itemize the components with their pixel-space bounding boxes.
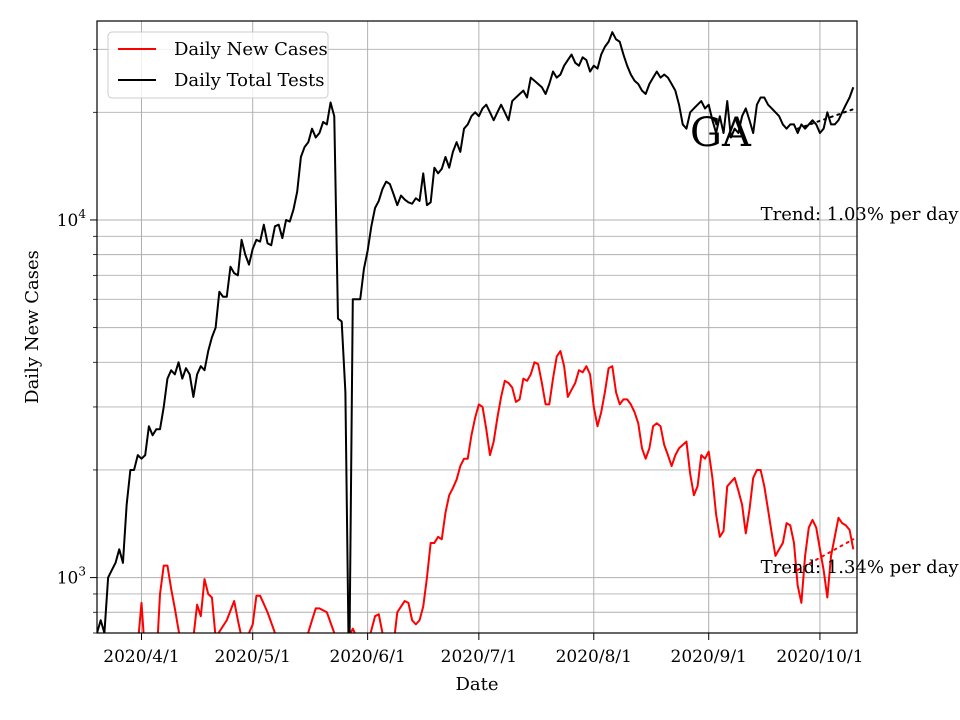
- series-line-daily-total-tests: [97, 31, 855, 633]
- x-tick-label: 2020/8/1: [556, 647, 632, 667]
- legend-label-cases: Daily New Cases: [174, 39, 328, 60]
- x-tick-label: 2020/7/1: [441, 647, 517, 667]
- trend-annotation-1: Trend: 1.34% per day: [761, 557, 960, 578]
- plot-frame: [96, 20, 858, 634]
- x-tick-label: 2020/10/1: [776, 647, 863, 667]
- y-tick-label: 103: [57, 565, 86, 589]
- x-axis-label: Date: [455, 674, 498, 695]
- y-tick-exponent: 4: [78, 207, 86, 221]
- grid: [97, 21, 857, 634]
- y-tick-base: 10: [57, 569, 79, 589]
- y-tick-exponent: 3: [78, 565, 86, 579]
- trend-line-0: [796, 108, 855, 130]
- legend-box: [107, 31, 329, 99]
- series-line-daily-new-cases: [137, 350, 855, 633]
- y-tick-base: 10: [57, 211, 79, 231]
- legend: Daily New Cases Daily Total Tests: [107, 31, 329, 99]
- legend-label-tests: Daily Total Tests: [174, 70, 324, 91]
- y-tick-label: 104: [57, 207, 87, 231]
- series-layer: [97, 31, 855, 633]
- trend-annotations: Trend: 1.03% per day Trend: 1.34% per day: [761, 204, 960, 578]
- y-axis-label: Daily New Cases: [22, 250, 43, 404]
- chart-title: GA: [690, 110, 752, 156]
- x-tick-label: 2020/9/1: [671, 647, 747, 667]
- x-tick-label: 2020/5/1: [215, 647, 291, 667]
- trend-annotation-0: Trend: 1.03% per day: [761, 204, 960, 225]
- x-tick-label: 2020/4/1: [103, 647, 179, 667]
- x-tick-label: 2020/6/1: [329, 647, 405, 667]
